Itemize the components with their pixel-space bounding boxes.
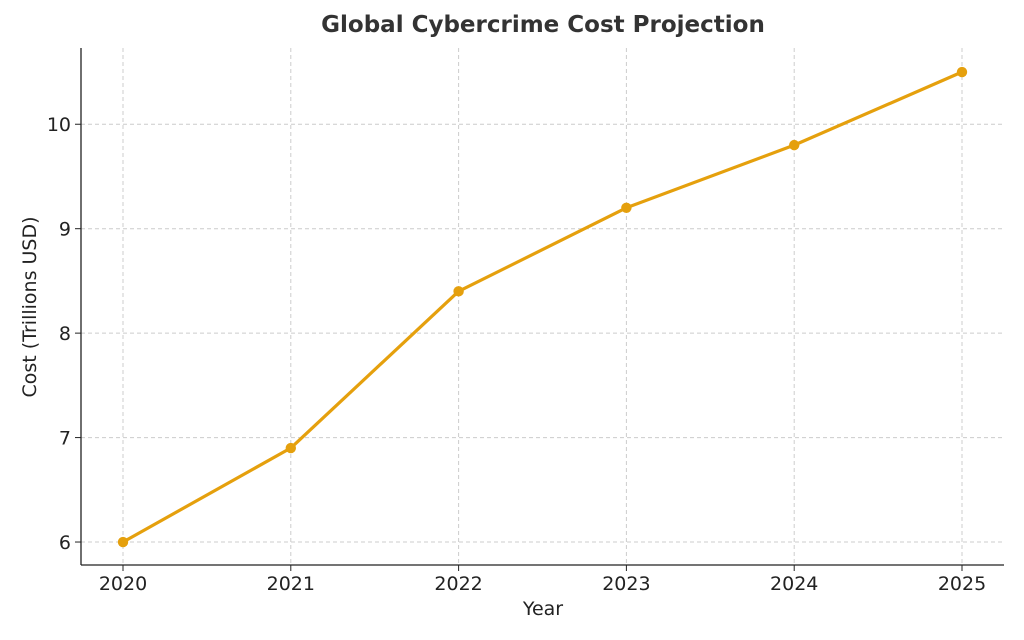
y-tick-label: 9: [59, 219, 71, 241]
y-tick-label: 6: [59, 532, 71, 554]
data-point: [789, 139, 800, 151]
axes: [75, 48, 1004, 571]
y-tick-label: 8: [59, 323, 71, 345]
y-axis-label: Cost (Trillions USD): [19, 216, 41, 397]
x-tick-label: 2021: [267, 573, 315, 595]
series-layer: [117, 66, 968, 548]
x-tick-label: 2025: [938, 573, 986, 595]
x-axis-label: Year: [522, 598, 563, 620]
data-point: [117, 536, 129, 548]
data-point: [956, 66, 968, 78]
x-tick-label: 2022: [434, 573, 482, 595]
x-tick-label: 2024: [770, 573, 818, 595]
series-line: [121, 70, 964, 544]
x-tick-label: 2023: [602, 573, 650, 595]
grid-lines: [81, 48, 1004, 565]
y-tick-label: 7: [59, 428, 71, 450]
data-point: [285, 442, 296, 454]
data-point: [453, 286, 464, 297]
chart-title: Global Cybercrime Cost Projection: [321, 12, 765, 38]
x-tick-label: 2020: [99, 573, 147, 595]
data-point: [621, 202, 632, 213]
tick-labels: 2020 2021 2022 2023 2024 2025 6 7 8 9 10: [47, 114, 986, 595]
y-tick-label: 10: [47, 114, 71, 136]
